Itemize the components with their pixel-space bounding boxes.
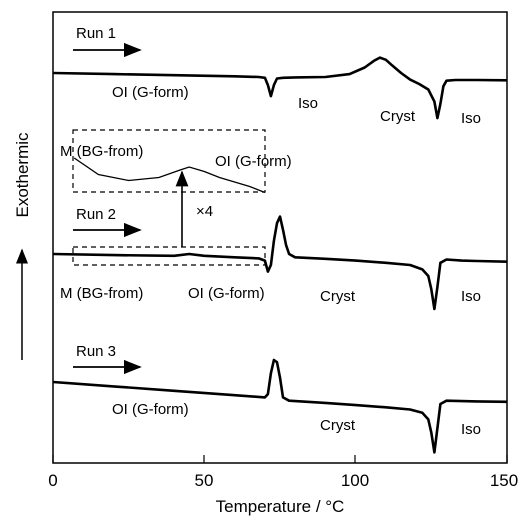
run3-phase-label: Iso <box>461 421 481 438</box>
x-tick-label: 50 <box>195 471 214 490</box>
run1-phase-label: OI (G-form) <box>112 84 189 101</box>
inset-label-m: M (BG-from) <box>60 143 143 160</box>
x-axis-title: Temperature / °C <box>216 497 345 516</box>
inset-curve <box>73 157 266 194</box>
run2-phase-label: Cryst <box>320 288 356 305</box>
inset-label-oi: OI (G-form) <box>215 153 292 170</box>
zoom-region-box <box>72 246 266 266</box>
run3-label: Run 3 <box>76 343 116 360</box>
run2-label: Run 2 <box>76 206 116 223</box>
run1-label: Run 1 <box>76 25 116 42</box>
x-tick-label: 0 <box>48 471 57 490</box>
inset-box <box>72 129 266 193</box>
run1-phase-label: Iso <box>461 110 481 127</box>
run2-phase-label: OI (G-form) <box>188 285 265 302</box>
run3-phase-label: OI (G-form) <box>112 401 189 418</box>
run2-phase-label: M (BG-from) <box>60 285 143 302</box>
magnification-label: ×4 <box>196 203 213 220</box>
run2-phase-label: Iso <box>461 288 481 305</box>
x-tick-label: 100 <box>341 471 369 490</box>
run2-curve <box>52 215 508 311</box>
run1-phase-label: Iso <box>298 95 318 112</box>
run3-curve <box>52 358 508 454</box>
y-axis-title: Exothermic <box>13 132 32 218</box>
x-tick-label: 150 <box>490 471 518 490</box>
run1-curve <box>52 56 508 120</box>
plot-frame <box>52 11 508 464</box>
run1-phase-label: Cryst <box>380 108 416 125</box>
run3-phase-label: Cryst <box>320 417 356 434</box>
